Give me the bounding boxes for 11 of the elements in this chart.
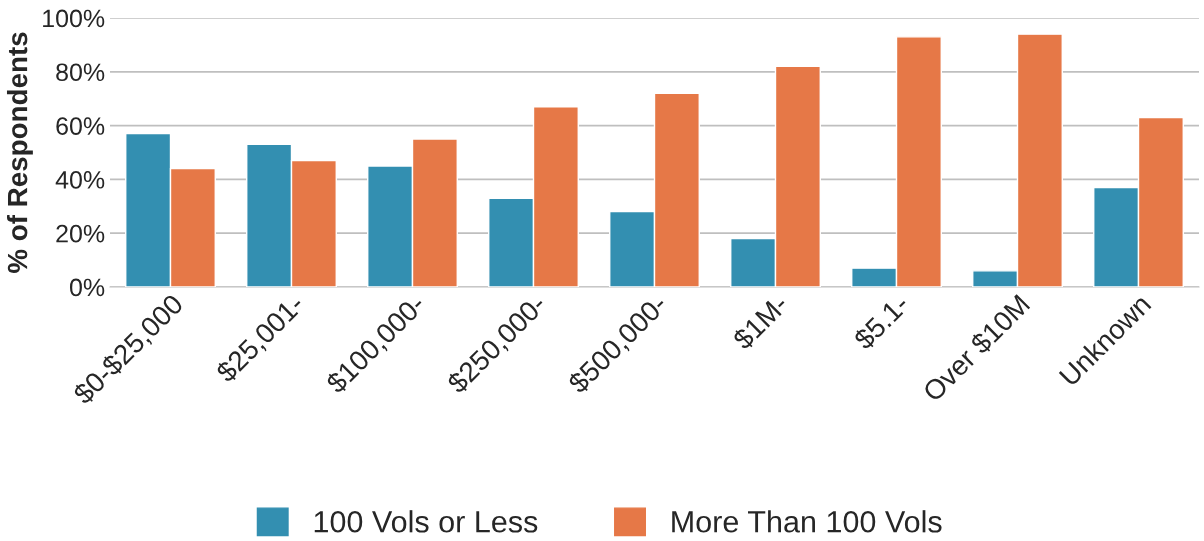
y-tick-label: 0% xyxy=(69,278,105,297)
y-tick-label: 60% xyxy=(56,117,105,135)
y-tick-label: 40% xyxy=(55,171,105,189)
y-tick-label: 80% xyxy=(56,63,105,82)
x-tick-label: $5.1- xyxy=(851,292,912,353)
y-tick-label: 20% xyxy=(56,224,105,243)
x-tick-label: $1M- xyxy=(730,292,791,352)
y-axis-title: % of Respondents xyxy=(6,32,33,273)
legend-label: 100 Vols or Less xyxy=(314,510,538,533)
legend-label: More Than 100 Vols xyxy=(672,510,942,533)
y-tick-label: 100% xyxy=(43,9,105,28)
